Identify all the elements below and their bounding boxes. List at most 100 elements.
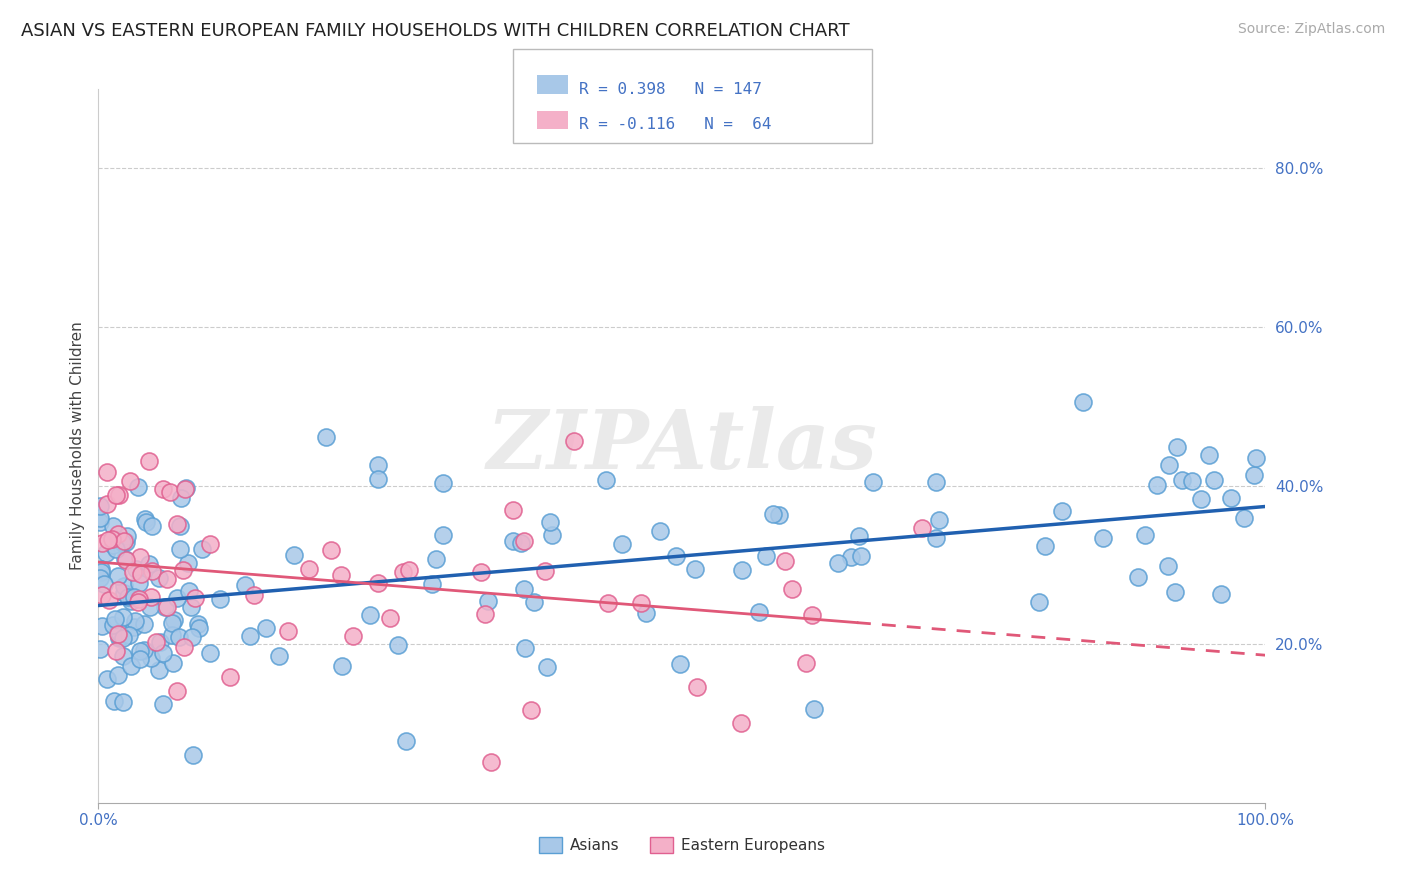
- Point: [536, 660, 558, 674]
- Point: [117, 591, 139, 605]
- Point: [120, 474, 142, 488]
- Point: [849, 549, 872, 563]
- Point: [862, 475, 884, 489]
- Point: [668, 657, 690, 671]
- Point: [1028, 595, 1050, 609]
- Point: [107, 582, 129, 597]
- Point: [925, 531, 948, 545]
- Point: [166, 684, 188, 698]
- Point: [1135, 528, 1157, 542]
- Point: [169, 519, 191, 533]
- Point: [107, 627, 129, 641]
- Point: [174, 481, 197, 495]
- Point: [112, 533, 135, 548]
- Point: [432, 527, 454, 541]
- Point: [98, 593, 121, 607]
- Point: [112, 695, 135, 709]
- Point: [170, 491, 193, 506]
- Point: [803, 702, 825, 716]
- Point: [160, 628, 183, 642]
- Point: [748, 605, 770, 619]
- Point: [132, 642, 155, 657]
- Point: [342, 629, 364, 643]
- Point: [128, 591, 150, 606]
- Point: [148, 663, 170, 677]
- Point: [329, 567, 352, 582]
- Point: [219, 670, 242, 684]
- Point: [387, 638, 409, 652]
- Point: [188, 621, 211, 635]
- Point: [796, 657, 818, 671]
- Point: [152, 697, 174, 711]
- Point: [470, 565, 492, 579]
- Point: [104, 611, 127, 625]
- Point: [636, 607, 658, 621]
- Point: [93, 577, 115, 591]
- Point: [129, 644, 152, 658]
- Point: [91, 588, 114, 602]
- Point: [127, 480, 149, 494]
- Point: [1033, 539, 1056, 553]
- Point: [398, 564, 420, 578]
- Y-axis label: Family Households with Children: Family Households with Children: [69, 322, 84, 570]
- Point: [139, 650, 162, 665]
- Point: [730, 716, 752, 731]
- Point: [89, 515, 111, 529]
- Point: [107, 632, 129, 646]
- Point: [1050, 504, 1073, 518]
- Point: [541, 528, 564, 542]
- Point: [124, 614, 146, 628]
- Point: [191, 541, 214, 556]
- Point: [1146, 477, 1168, 491]
- Point: [153, 599, 176, 614]
- Point: [1233, 511, 1256, 525]
- Legend: Asians, Eastern Europeans: Asians, Eastern Europeans: [533, 831, 831, 859]
- Text: R = 0.398   N = 147: R = 0.398 N = 147: [579, 82, 762, 96]
- Point: [650, 524, 672, 538]
- Text: R = -0.116   N =  64: R = -0.116 N = 64: [579, 118, 772, 132]
- Point: [139, 599, 162, 614]
- Point: [367, 472, 389, 486]
- Point: [502, 503, 524, 517]
- Point: [115, 553, 138, 567]
- Point: [848, 529, 870, 543]
- Point: [1166, 441, 1188, 455]
- Point: [111, 535, 134, 549]
- Point: [538, 515, 561, 529]
- Point: [477, 593, 499, 607]
- Point: [827, 557, 849, 571]
- Point: [319, 542, 342, 557]
- Point: [755, 549, 778, 563]
- Point: [267, 648, 290, 663]
- Point: [152, 482, 174, 496]
- Point: [782, 582, 804, 596]
- Point: [135, 515, 157, 529]
- Point: [1071, 395, 1094, 409]
- Point: [330, 659, 353, 673]
- Point: [108, 630, 131, 644]
- Point: [148, 571, 170, 585]
- Point: [107, 624, 129, 639]
- Point: [513, 640, 536, 655]
- Point: [1244, 450, 1267, 465]
- Point: [107, 527, 129, 541]
- Point: [367, 458, 389, 473]
- Point: [512, 533, 534, 548]
- Point: [1181, 474, 1204, 488]
- Point: [89, 642, 111, 657]
- Point: [90, 536, 112, 550]
- Point: [169, 541, 191, 556]
- Point: [359, 607, 381, 622]
- Point: [181, 747, 204, 762]
- Point: [105, 542, 128, 557]
- Point: [169, 630, 191, 644]
- Point: [141, 564, 163, 578]
- Point: [209, 592, 232, 607]
- Point: [120, 658, 142, 673]
- Point: [138, 454, 160, 468]
- Point: [112, 579, 135, 593]
- Point: [139, 590, 162, 604]
- Point: [124, 620, 146, 634]
- Point: [129, 549, 152, 564]
- Point: [1204, 473, 1226, 487]
